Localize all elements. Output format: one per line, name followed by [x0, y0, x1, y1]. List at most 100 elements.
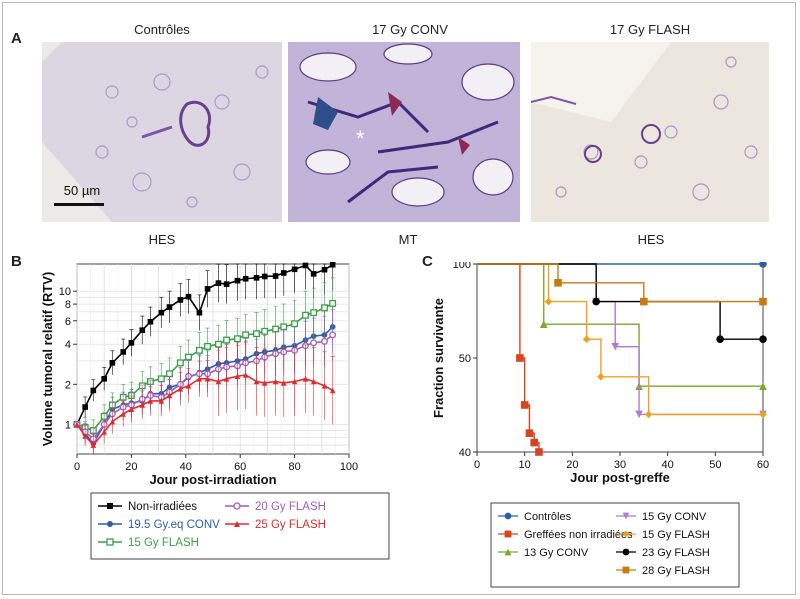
data-point	[520, 401, 529, 409]
data-point	[101, 376, 107, 382]
panel-c-label: C	[422, 253, 433, 270]
x-tick-label: 60	[757, 459, 769, 471]
legend-label: Non-irradiées	[128, 501, 197, 513]
legend-panel-c: Contrôles Greffées non irradiées 13 Gy CON…	[490, 502, 740, 588]
data-point	[635, 410, 643, 419]
data-point	[310, 309, 318, 317]
x-tick-label: 30	[614, 459, 626, 471]
x-tick-label: 40	[180, 461, 192, 473]
panel-a-title-2: 17 Gy CONV	[372, 22, 448, 37]
data-point	[321, 304, 328, 312]
data-point	[82, 433, 88, 439]
data-point	[242, 275, 249, 282]
x-tick-label: 60	[234, 461, 246, 473]
data-point	[204, 376, 211, 382]
data-point	[177, 297, 184, 303]
legend-swatch-marker	[504, 548, 512, 556]
data-point	[158, 309, 165, 316]
y-tick-label: 1	[65, 419, 71, 431]
y-axis-label: Volume tumoral relatif (RTV)	[40, 272, 55, 447]
data-point	[158, 398, 165, 404]
y-tick-label: 40	[459, 447, 471, 459]
data-point	[759, 262, 767, 268]
micrograph-17gy-conv: *	[288, 42, 520, 222]
data-point	[291, 320, 299, 328]
panel-a-title-3: 17 Gy FLASH	[609, 22, 691, 37]
data-point	[128, 406, 135, 413]
stain-label-2: MT	[398, 232, 418, 247]
data-point	[195, 346, 203, 354]
panel-b-label: B	[11, 253, 22, 270]
data-point	[321, 266, 328, 273]
data-point	[166, 392, 173, 399]
series-line	[76, 326, 334, 445]
data-point	[147, 318, 154, 325]
data-point	[592, 297, 600, 306]
micrograph-17gy-flash	[530, 42, 769, 222]
y-tick-label: 50	[459, 353, 471, 365]
legend-swatch-marker	[504, 530, 512, 538]
micrograph-controls-image	[42, 42, 282, 222]
data-point	[302, 376, 309, 382]
x-tick-label: 20	[125, 461, 137, 473]
data-point	[310, 378, 317, 385]
data-point	[185, 293, 192, 300]
series-6	[477, 263, 767, 306]
series-0	[74, 262, 336, 428]
x-tick-label: 50	[709, 459, 721, 471]
data-point	[204, 286, 211, 292]
data-point	[530, 438, 538, 447]
data-point	[147, 398, 154, 404]
legend-label: Greffées non irradiées	[524, 529, 633, 541]
data-point	[223, 376, 230, 382]
data-point	[261, 327, 269, 335]
x-tick-label: 40	[662, 459, 674, 471]
series-line	[76, 264, 334, 425]
data-point	[128, 339, 135, 346]
legend-panel-b: Non-irradiées 19.5 Gy.eq CONV 15 Gy FLASH 2…	[90, 492, 390, 560]
data-point	[280, 270, 287, 276]
data-point	[234, 373, 241, 380]
data-point	[253, 378, 260, 385]
data-point	[82, 404, 88, 410]
data-point	[166, 304, 173, 310]
legend-label: 15 Gy FLASH	[642, 529, 710, 541]
legend-label: 23 Gy FLASH	[642, 547, 710, 559]
data-point	[166, 370, 173, 378]
data-point	[310, 271, 317, 277]
data-point	[90, 442, 97, 448]
data-point	[204, 342, 212, 350]
data-point	[291, 378, 298, 385]
legend-swatch-marker	[622, 512, 630, 520]
data-point	[196, 376, 203, 382]
data-point	[272, 378, 279, 385]
data-point	[525, 429, 534, 437]
data-point	[329, 262, 336, 268]
data-point	[535, 448, 543, 456]
data-point	[185, 382, 192, 389]
series-line	[76, 302, 334, 432]
data-point	[329, 387, 336, 394]
legend-label: 15 Gy FLASH	[128, 537, 199, 549]
legend-swatch-marker	[622, 548, 630, 556]
legend-label: 25 Gy FLASH	[255, 519, 326, 531]
legend-swatch-marker	[622, 566, 630, 574]
x-tick-label: 20	[566, 459, 578, 471]
x-tick-label: 100	[340, 461, 358, 473]
data-point	[109, 418, 116, 425]
data-point	[302, 311, 309, 319]
legend-swatch-marker	[107, 503, 113, 509]
data-point	[582, 335, 591, 343]
legend-swatch-marker	[504, 512, 512, 520]
micrograph-17gy-flash-image	[530, 42, 758, 201]
data-point	[516, 354, 524, 362]
data-point	[176, 359, 184, 367]
data-point	[759, 382, 767, 390]
data-point	[214, 340, 222, 348]
data-point	[321, 382, 328, 389]
data-point	[177, 386, 184, 392]
data-point	[759, 297, 767, 306]
legend-swatch-marker	[107, 521, 113, 527]
legend-swatch-marker	[234, 521, 240, 527]
